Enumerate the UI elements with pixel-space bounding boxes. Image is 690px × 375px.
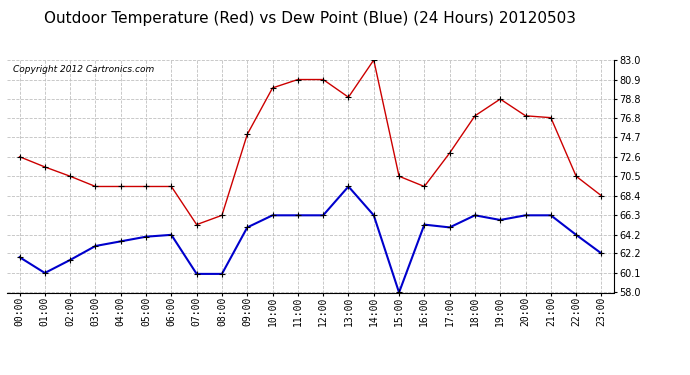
Text: Outdoor Temperature (Red) vs Dew Point (Blue) (24 Hours) 20120503: Outdoor Temperature (Red) vs Dew Point (… <box>44 11 577 26</box>
Text: Copyright 2012 Cartronics.com: Copyright 2012 Cartronics.com <box>13 64 155 74</box>
